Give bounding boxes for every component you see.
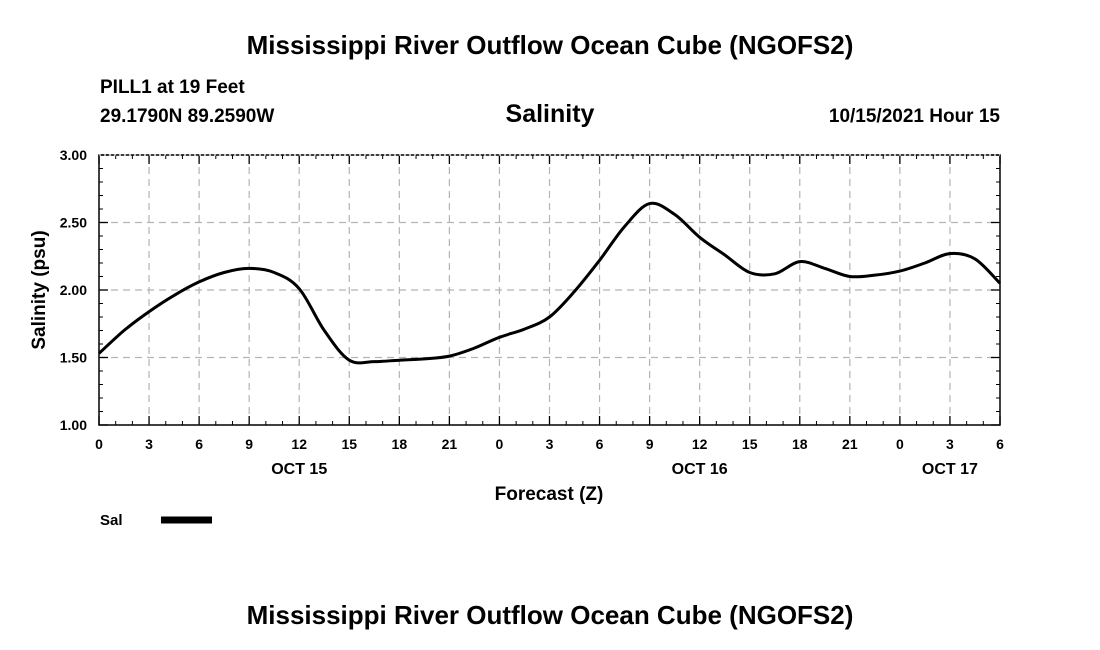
x-tick-label: 3 <box>946 436 954 452</box>
x-tick-label: 3 <box>546 436 554 452</box>
legend: Sal <box>100 512 212 529</box>
x-tick-label: 0 <box>896 436 904 452</box>
x-tick-label: 18 <box>792 436 808 452</box>
y-tick-label: 1.50 <box>60 350 87 366</box>
x-tick-label: 15 <box>742 436 758 452</box>
legend-label: Sal <box>100 512 123 529</box>
series-layer <box>97 201 1002 365</box>
forecast-timestamp: 10/15/2021 Hour 15 <box>828 106 1000 127</box>
x-tick-label: 21 <box>842 436 858 452</box>
date-label: OCT 15 <box>271 461 327 478</box>
footer-title: Mississippi River Outflow Ocean Cube (NG… <box>246 600 854 630</box>
x-tick-label: 12 <box>692 436 708 452</box>
date-label: OCT 16 <box>672 461 728 478</box>
y-tick-label: 2.00 <box>60 282 87 298</box>
x-tick-label: 3 <box>145 436 153 452</box>
x-tick-label: 6 <box>596 436 604 452</box>
station-label: PILL1 at 19 Feet <box>100 77 245 98</box>
grid-lines <box>99 155 1000 425</box>
y-tick-label: 2.50 <box>60 215 87 231</box>
variable-title: Salinity <box>505 100 595 128</box>
x-tick-label: 15 <box>341 436 357 452</box>
axis-labels: 0 3 6 9 12 15 18 21 0 3 6 9 12 15 18 21 0 3 6 1.00 1.50 2.00 2… <box>60 147 1004 478</box>
axis-ticks <box>98 154 1001 426</box>
y-axis-title: Salinity (psu) <box>29 230 50 349</box>
x-tick-label: 6 <box>996 436 1004 452</box>
x-tick-label: 9 <box>646 436 654 452</box>
y-tick-label: 1.00 <box>60 417 87 433</box>
y-tick-label: 3.00 <box>60 147 87 163</box>
x-tick-label: 12 <box>291 436 307 452</box>
x-tick-label: 21 <box>442 436 458 452</box>
date-label: OCT 17 <box>922 461 978 478</box>
x-tick-label: 0 <box>496 436 504 452</box>
x-tick-label: 6 <box>195 436 203 452</box>
x-axis-title: Forecast (Z) <box>495 484 604 505</box>
x-tick-label: 18 <box>392 436 408 452</box>
station-coordinates: 29.1790N 89.2590W <box>100 106 275 127</box>
x-tick-label: 9 <box>245 436 253 452</box>
chart-main-title: Mississippi River Outflow Ocean Cube (NG… <box>246 30 854 60</box>
series-line-sal <box>97 201 1002 365</box>
x-tick-label: 0 <box>95 436 103 452</box>
